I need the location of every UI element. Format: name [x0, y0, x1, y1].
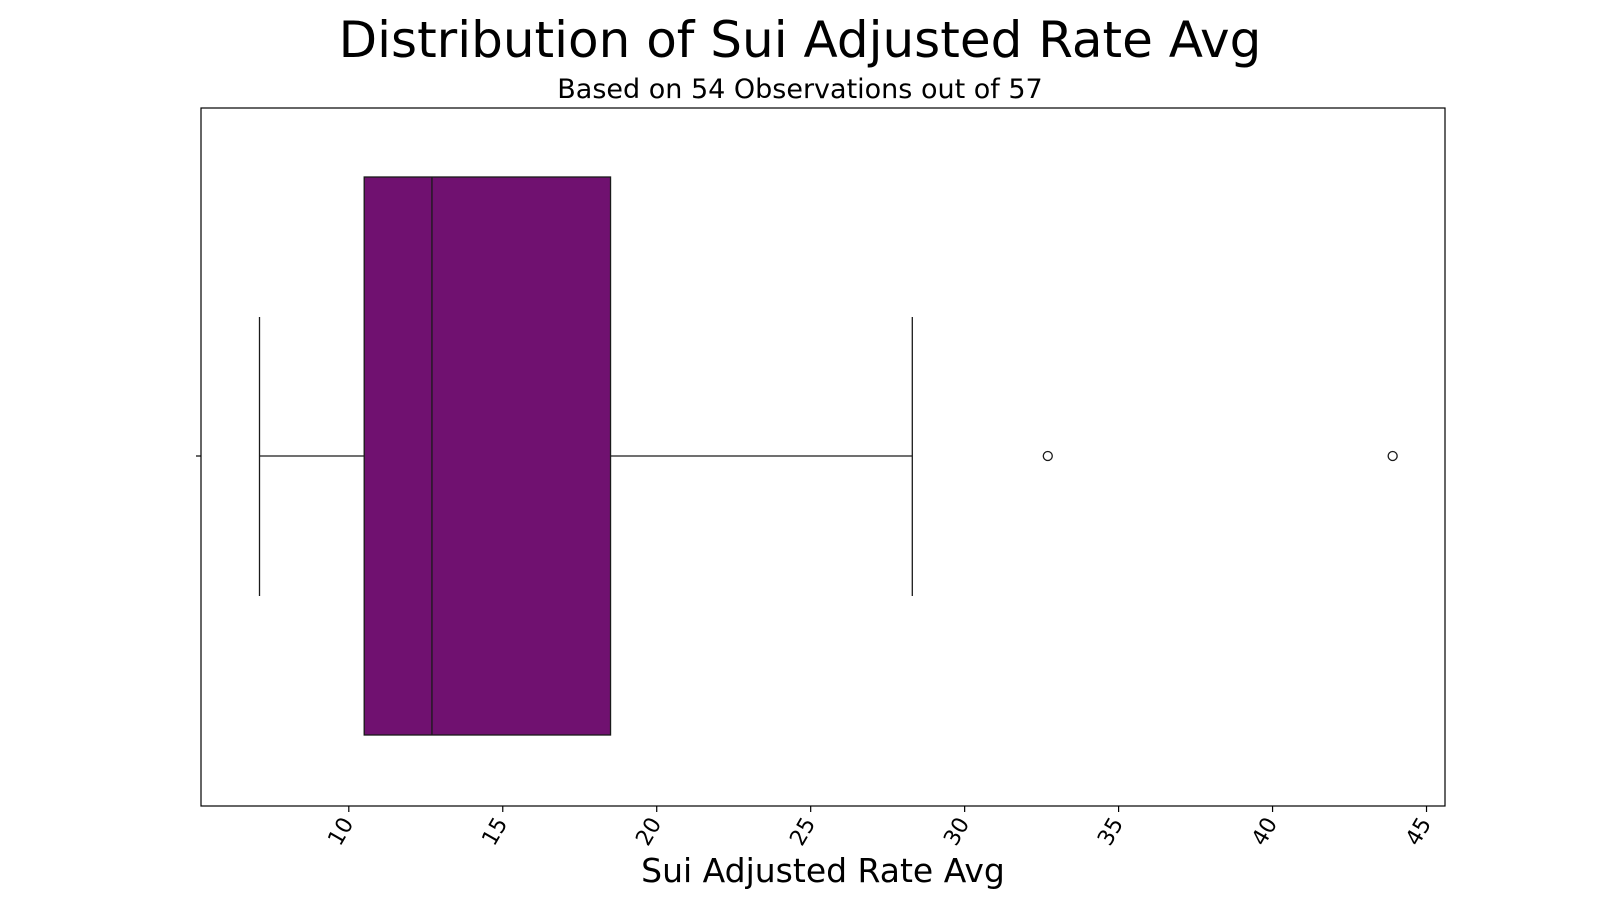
chart-subtitle: Based on 54 Observations out of 57	[557, 74, 1043, 105]
x-tick-label: 45	[1401, 814, 1437, 851]
x-tick-label: 35	[1093, 814, 1129, 851]
x-tick-label: 30	[939, 814, 975, 851]
x-tick-label: 20	[631, 814, 667, 851]
x-tick-label: 15	[478, 814, 514, 851]
x-tick-label: 25	[785, 814, 821, 851]
outlier-point	[1042, 450, 1053, 462]
x-tick-label: 10	[324, 814, 360, 851]
x-tick-label: 40	[1247, 814, 1283, 851]
iqr-box	[363, 176, 612, 736]
plot-frame	[200, 107, 1446, 807]
chart-title: Distribution of Sui Adjusted Rate Avg	[338, 11, 1262, 69]
outlier-point	[1387, 450, 1398, 462]
x-axis-label: Sui Adjusted Rate Avg	[641, 851, 1005, 890]
